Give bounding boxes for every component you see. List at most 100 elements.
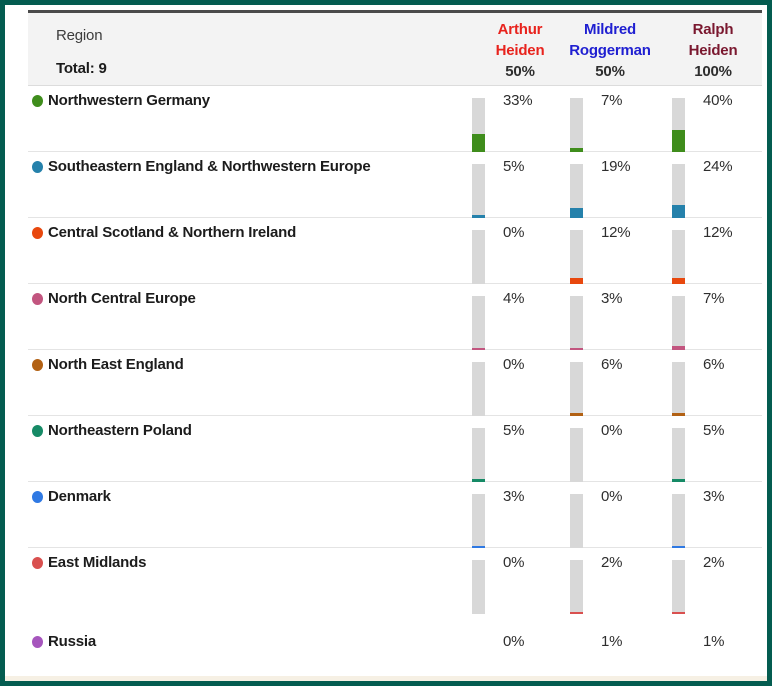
percent-value: 33% [503, 92, 533, 109]
percent-bar [570, 164, 583, 218]
percent-bar-fill [570, 413, 583, 416]
percent-bar [672, 230, 685, 284]
bottom-strip [5, 676, 767, 681]
percent-bar-fill [570, 148, 583, 152]
region-row-northwestern-germany[interactable]: Northwestern Germany 33% 7% 40% [28, 86, 762, 152]
region-row-russia[interactable]: Russia 0% 1% 1% [28, 614, 762, 681]
percent-value: 19% [601, 158, 631, 175]
region-color-dot [32, 161, 43, 173]
percent-bar-fill [672, 479, 685, 482]
percent-value: 2% [601, 554, 623, 571]
region-row-central-scotland-northern-ireland[interactable]: Central Scotland & Northern Ireland 0% 12%… [28, 218, 762, 284]
person-name: Mildred [584, 21, 636, 38]
percent-value: 3% [601, 290, 623, 307]
percent-bar [472, 164, 485, 218]
region-name: Southeastern England & Northwestern Euro… [48, 158, 371, 175]
percent-bar [472, 98, 485, 152]
percent-value: 12% [601, 224, 631, 241]
region-color-dot [32, 227, 43, 239]
percent-value: 3% [503, 488, 525, 505]
person-header-3: Ralph Heiden 100% [658, 19, 767, 82]
region-row-southeastern-england-northwestern-europe[interactable]: Southeastern England & Northwestern Euro… [28, 152, 762, 218]
percent-value: 4% [503, 290, 525, 307]
percent-bar [672, 164, 685, 218]
percent-bar [672, 494, 685, 548]
comparison-table: Region Total: 9 Arthur Heiden 50% Mildred Ro… [5, 5, 767, 681]
percent-bar-fill [472, 348, 485, 350]
table-header: Region Total: 9 Arthur Heiden 50% Mildred Ro… [28, 10, 762, 86]
region-row-denmark[interactable]: Denmark 3% 0% 3% [28, 482, 762, 548]
region-name: East Midlands [48, 554, 147, 571]
percent-value: 7% [703, 290, 725, 307]
percent-bar-fill [570, 208, 583, 218]
region-name: North Central Europe [48, 290, 196, 307]
region-color-dot [32, 425, 43, 437]
percent-bar [472, 362, 485, 416]
region-name: Central Scotland & Northern Ireland [48, 224, 297, 241]
percent-bar [570, 362, 583, 416]
percent-value: 5% [503, 422, 525, 439]
percent-bar [672, 296, 685, 350]
percent-value: 1% [601, 633, 623, 650]
region-row-north-east-england[interactable]: North East England 0% 6% 6% [28, 350, 762, 416]
percent-bar-fill [672, 413, 685, 416]
percent-value: 0% [503, 633, 525, 650]
person-total-percent: 100% [694, 63, 732, 80]
percent-bar [672, 560, 685, 614]
percent-bar-fill [570, 612, 583, 614]
percent-value: 24% [703, 158, 733, 175]
percent-bar [672, 428, 685, 482]
person-name: Roggerman [569, 42, 651, 59]
region-row-east-midlands[interactable]: East Midlands 0% 2% 2% [28, 548, 762, 614]
percent-value: 0% [601, 488, 623, 505]
region-row-north-central-europe[interactable]: North Central Europe 4% 3% 7% [28, 284, 762, 350]
person-total-percent: 50% [505, 63, 535, 80]
percent-bar [570, 428, 583, 482]
percent-bar [472, 296, 485, 350]
person-name: Ralph [692, 21, 734, 38]
region-column-label: Region [56, 27, 103, 44]
percent-bar [570, 230, 583, 284]
percent-value: 7% [601, 92, 623, 109]
percent-bar [570, 560, 583, 614]
person-name: Arthur [497, 21, 543, 38]
percent-value: 0% [503, 356, 525, 373]
region-name: Northeastern Poland [48, 422, 192, 439]
total-count: Total: 9 [56, 60, 107, 77]
percent-bar-fill [672, 546, 685, 548]
percent-value: 0% [503, 224, 525, 241]
percent-value: 5% [503, 158, 525, 175]
percent-bar-fill [672, 205, 685, 218]
percent-bar [570, 98, 583, 152]
percent-bar [472, 230, 485, 284]
percent-bar [672, 362, 685, 416]
percent-bar [472, 494, 485, 548]
percent-bar [570, 494, 583, 548]
region-color-dot [32, 557, 43, 569]
percent-value: 1% [703, 633, 725, 650]
percent-bar-fill [570, 348, 583, 350]
percent-bar-fill [472, 215, 485, 218]
percent-bar [672, 98, 685, 152]
percent-bar-fill [672, 130, 685, 152]
percent-value: 3% [703, 488, 725, 505]
percent-value: 2% [703, 554, 725, 571]
percent-bar-fill [672, 612, 685, 614]
percent-bar-fill [472, 134, 485, 152]
percent-value: 0% [601, 422, 623, 439]
percent-value: 6% [601, 356, 623, 373]
region-name: North East England [48, 356, 184, 373]
region-name: Northwestern Germany [48, 92, 210, 109]
region-row-northeastern-poland[interactable]: Northeastern Poland 5% 0% 5% [28, 416, 762, 482]
region-color-dot [32, 95, 43, 107]
region-name: Russia [48, 633, 96, 650]
percent-value: 12% [703, 224, 733, 241]
person-header-2: Mildred Roggerman 50% [555, 19, 665, 82]
person-name: Heiden [495, 42, 545, 59]
region-color-dot [32, 491, 43, 503]
person-name: Heiden [688, 42, 738, 59]
percent-value: 5% [703, 422, 725, 439]
percent-bar-fill [472, 479, 485, 482]
region-color-dot [32, 359, 43, 371]
